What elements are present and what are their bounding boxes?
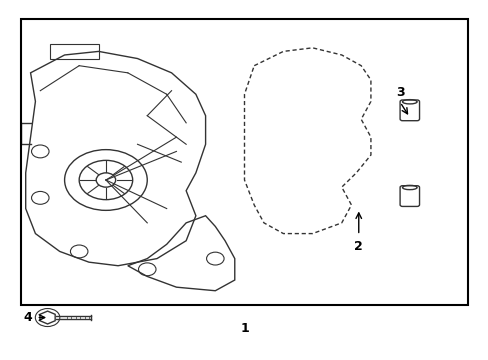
Text: 3: 3 bbox=[395, 86, 404, 99]
Text: 2: 2 bbox=[354, 240, 363, 253]
Text: 4: 4 bbox=[24, 311, 32, 324]
Text: 1: 1 bbox=[240, 322, 248, 335]
